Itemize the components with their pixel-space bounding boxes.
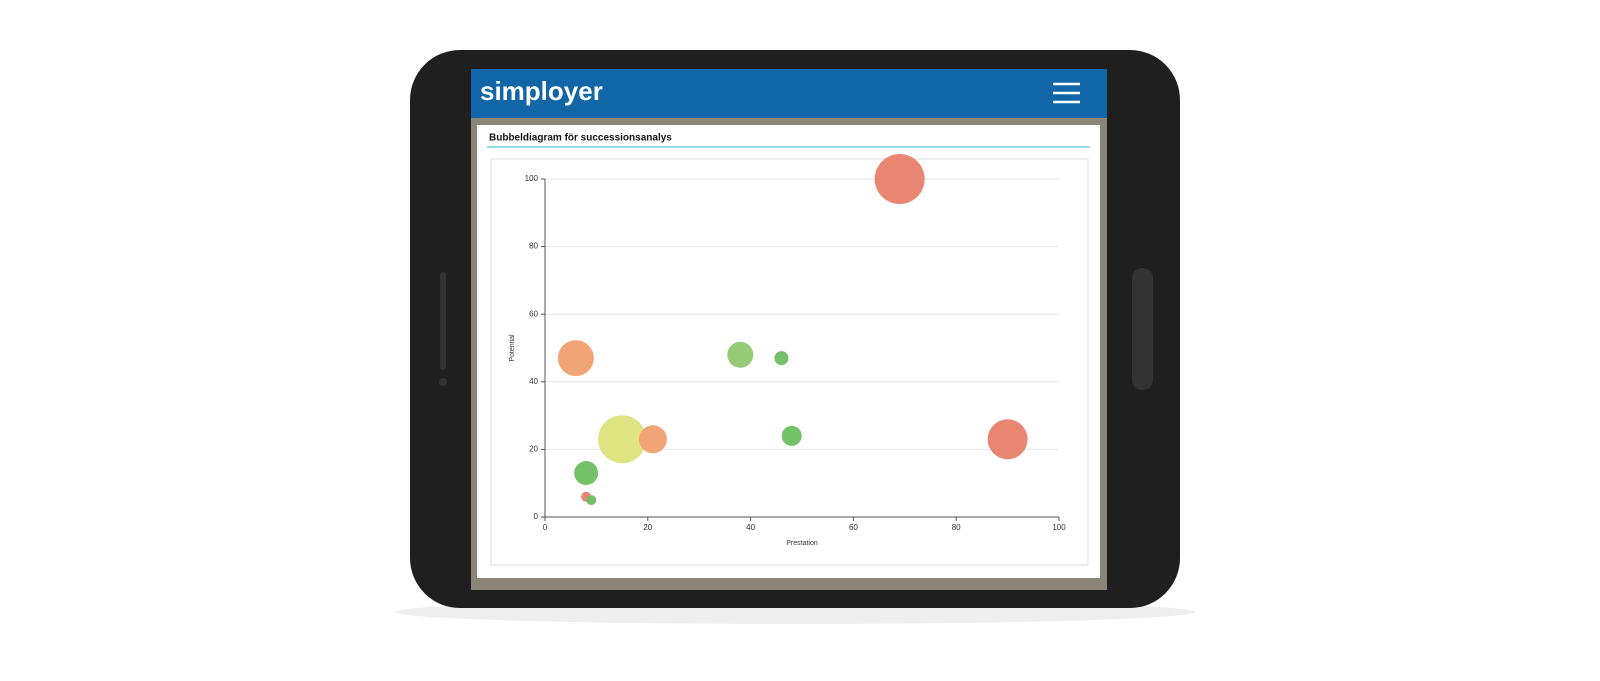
menu-button[interactable] — [1053, 82, 1080, 104]
app-header — [471, 69, 1107, 118]
plot: 0 20 40 60 80 100 0 20 40 60 80 100 — [525, 154, 1066, 532]
bubble — [781, 425, 802, 446]
bubble — [598, 415, 647, 464]
logo[interactable]: simployer — [480, 76, 603, 106]
x-tick-label: 100 — [1052, 523, 1066, 532]
y-tick-label: 20 — [529, 445, 538, 454]
tablet-slot — [440, 272, 446, 370]
bubble — [774, 351, 789, 366]
bubble — [574, 461, 599, 486]
x-tick-label: 20 — [643, 523, 652, 532]
x-tick-label: 60 — [849, 523, 858, 532]
bubble — [987, 419, 1028, 460]
y-tick-label: 80 — [529, 242, 538, 251]
y-axis-label: Potential — [509, 334, 516, 362]
y-tick-label: 40 — [529, 377, 538, 386]
tablet-camera — [439, 378, 447, 386]
x-tick-label: 40 — [746, 523, 755, 532]
tablet-button[interactable] — [1132, 268, 1153, 390]
y-tick-label: 0 — [534, 512, 539, 521]
bubble — [638, 425, 667, 454]
x-axis-label: Prestation — [786, 540, 818, 547]
bubble — [586, 495, 597, 506]
x-tick-label: 80 — [952, 523, 961, 532]
chart-title: Bubbeldiagram för successionsanalys — [489, 133, 672, 144]
x-tick-label: 0 — [543, 523, 548, 532]
y-tick-label: 60 — [529, 309, 538, 318]
y-tick-label: 100 — [525, 174, 539, 183]
bubble — [874, 154, 925, 204]
bubble — [557, 340, 594, 377]
bubble — [727, 341, 754, 368]
